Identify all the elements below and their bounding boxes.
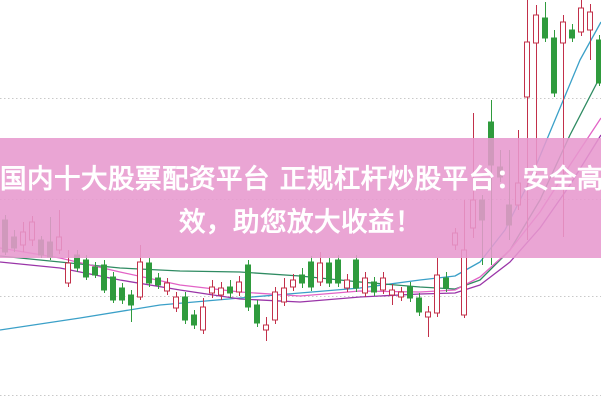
candle-body [596, 39, 601, 84]
candle-body [137, 261, 143, 298]
promo-banner: 国内十大股票配资平台 正规杠杆炒股平台：安全高 效，助您放大收益！ [0, 138, 601, 258]
candle-body [407, 286, 413, 299]
candle-body [416, 297, 422, 313]
candle-body [425, 311, 431, 318]
candle-body [245, 264, 251, 308]
candle-body [299, 274, 305, 284]
candle-body [101, 264, 107, 291]
candle-body [317, 262, 323, 283]
candle-body [542, 17, 548, 39]
candle-body [587, 11, 593, 31]
candle-body [146, 262, 152, 284]
candle-body [209, 286, 215, 294]
candle-body [164, 282, 170, 292]
candle-body [569, 29, 575, 39]
candle-body [344, 279, 350, 289]
candle-body [182, 296, 188, 321]
candle-body [65, 262, 71, 284]
candle-body [155, 277, 161, 286]
candle-body [551, 37, 557, 94]
candle-body [560, 21, 566, 44]
candle-body [290, 279, 296, 288]
candle-body [443, 277, 449, 289]
candle-body [533, 14, 539, 44]
candle-body [461, 249, 467, 316]
candle-body [398, 291, 404, 298]
candle-body [110, 276, 116, 301]
promo-text-line1: 国内十大股票配资平台 正规杠杆炒股平台：安全高 [0, 164, 601, 195]
candle-body [83, 259, 89, 278]
candle-body [119, 287, 125, 301]
candle-body [236, 281, 242, 293]
candle-body [272, 291, 278, 321]
candle-body [434, 274, 440, 314]
candle-body [308, 261, 314, 288]
candle-body [254, 304, 260, 324]
candle-body [335, 259, 341, 284]
candle-body [281, 287, 287, 303]
candle-body [524, 41, 530, 98]
candle-body [173, 296, 179, 309]
candle-body [128, 294, 134, 306]
candle-body [371, 281, 377, 293]
candle-body [263, 324, 269, 331]
candle-body [191, 314, 197, 326]
candle-body [218, 287, 224, 296]
candle-body [92, 266, 98, 276]
promo-text-line2: 效，助您放大收益！ [179, 207, 422, 238]
candle-body [200, 306, 206, 331]
candle-body [578, 7, 584, 33]
candle-body [227, 286, 233, 294]
candle-body [326, 262, 332, 284]
candle-body [353, 259, 359, 289]
candle-body [380, 277, 386, 291]
candle-body [389, 289, 395, 296]
candle-body [362, 277, 368, 294]
